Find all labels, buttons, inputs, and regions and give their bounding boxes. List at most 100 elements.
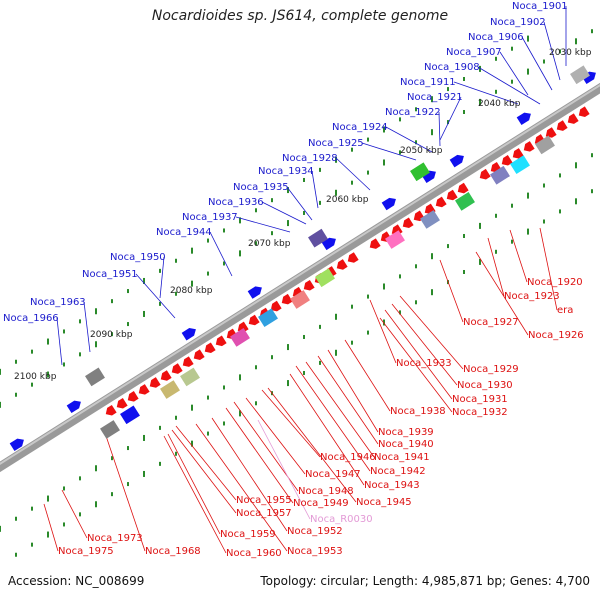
label-noca-1952-leader — [211, 417, 288, 532]
label-noca-1924: Noca_1924 — [332, 122, 388, 133]
feature-block-9-shape — [490, 165, 510, 185]
reverse-gene-shape — [578, 106, 590, 117]
forward-gene-8-shape — [516, 112, 531, 126]
feature-block-15-shape — [120, 405, 140, 425]
forward-gene-2-shape — [181, 328, 196, 341]
tick-mark — [287, 187, 289, 194]
feature-block-7 — [420, 210, 440, 229]
label-noca-1938-leader — [344, 339, 391, 412]
tick-mark — [495, 213, 497, 218]
tick-mark — [479, 222, 481, 229]
label-noca-1932-leader — [379, 317, 453, 413]
label-noca-1906: Noca_1906 — [468, 32, 524, 43]
feature-block-7-shape — [420, 210, 440, 229]
tick-mark — [111, 456, 113, 461]
tick-mark — [383, 159, 385, 166]
tick-mark — [575, 162, 577, 169]
tick-mark — [255, 208, 257, 213]
tick-mark — [159, 301, 161, 306]
label-noca-1928-leader — [335, 157, 371, 191]
tick-mark — [47, 371, 49, 378]
tick-mark — [527, 228, 529, 235]
reverse-gene-shape — [270, 300, 282, 312]
feature-block-0 — [160, 380, 180, 399]
feature-block-5 — [315, 268, 335, 288]
reverse-gene — [545, 127, 557, 138]
label-noca-1939-leader — [327, 349, 379, 433]
tick-mark — [271, 355, 273, 360]
label-noca-1921: Noca_1921 — [407, 92, 463, 103]
reverse-gene — [138, 384, 150, 395]
tick-mark — [399, 150, 401, 155]
reverse-gene-shape — [567, 113, 579, 124]
scale-label: 2070 kbp — [248, 239, 291, 249]
label-noca-1927: Noca_1927 — [463, 317, 519, 328]
forward-gene-4 — [321, 237, 336, 251]
scale-label: 2060 kbp — [326, 195, 369, 205]
tick-mark — [511, 203, 513, 208]
label-noca-1944: Noca_1944 — [156, 227, 212, 238]
reverse-gene-shape — [171, 363, 183, 374]
reverse-gene-shape — [138, 384, 150, 395]
label-noca-1941-leader — [305, 361, 375, 458]
tick-mark — [255, 365, 257, 370]
label-noca-1934-leader — [311, 170, 319, 209]
feature-block-13 — [410, 162, 430, 182]
tick-mark — [527, 68, 529, 75]
label-noca-1957: Noca_1957 — [236, 508, 292, 519]
label-noca-1906-leader — [521, 36, 553, 91]
feature-block-11-shape — [535, 135, 555, 155]
reverse-gene-shape — [160, 370, 172, 381]
reverse-gene-shape — [435, 196, 447, 208]
feature-block-11 — [535, 135, 555, 155]
reverse-gene — [248, 314, 260, 326]
tick-mark — [367, 330, 369, 335]
reverse-gene-shape — [105, 404, 117, 416]
label-noca-1946-leader — [261, 389, 321, 458]
label-noca-1973: Noca_1973 — [87, 533, 143, 544]
tick-mark — [447, 120, 449, 125]
tick-mark — [543, 59, 545, 64]
tick-mark — [223, 228, 225, 233]
feature-block-5-shape — [315, 268, 335, 288]
label-noca-1936-leader — [261, 201, 307, 225]
tick-mark — [527, 192, 529, 199]
reverse-gene — [556, 120, 568, 131]
label-noca-1926-leader — [475, 251, 529, 336]
tick-mark — [271, 198, 273, 203]
label-noca-1932: Noca_1932 — [452, 407, 508, 418]
tick-mark — [479, 258, 481, 265]
reverse-gene — [369, 238, 381, 249]
label-noca-1934: Noca_1934 — [258, 166, 314, 177]
tick-mark — [159, 268, 161, 273]
label-noca-1942: Noca_1942 — [370, 466, 426, 477]
feature-block-6 — [385, 230, 405, 249]
label-noca-1939: Noca_1939 — [378, 427, 434, 438]
tick-mark — [127, 322, 129, 327]
tick-mark — [63, 362, 65, 367]
tick-mark — [383, 283, 385, 290]
tick-mark — [207, 271, 209, 276]
label-noca-1975: Noca_1975 — [58, 546, 114, 557]
reverse-gene-shape — [127, 391, 139, 402]
tick-mark — [447, 244, 449, 249]
label-noca-1938: Noca_1938 — [390, 406, 446, 417]
forward-gene-3 — [247, 286, 262, 299]
tick-mark — [255, 241, 257, 246]
feature-block-14 — [570, 65, 590, 85]
tick-mark — [399, 310, 401, 315]
tick-mark — [175, 415, 177, 420]
forward-gene-1-shape — [66, 400, 81, 414]
tick-mark — [79, 512, 81, 517]
tick-mark — [111, 332, 113, 337]
reverse-gene — [127, 391, 139, 402]
label-noca-1943-leader — [289, 373, 365, 486]
label-noca-1933-leader — [369, 299, 397, 364]
tick-mark — [47, 338, 49, 345]
tick-mark — [591, 29, 593, 34]
reverse-gene — [512, 148, 524, 159]
label-leader-lines — [43, 6, 567, 554]
tick-mark — [383, 126, 385, 133]
reverse-gene-shape — [512, 148, 524, 159]
tick-mark — [463, 233, 465, 238]
